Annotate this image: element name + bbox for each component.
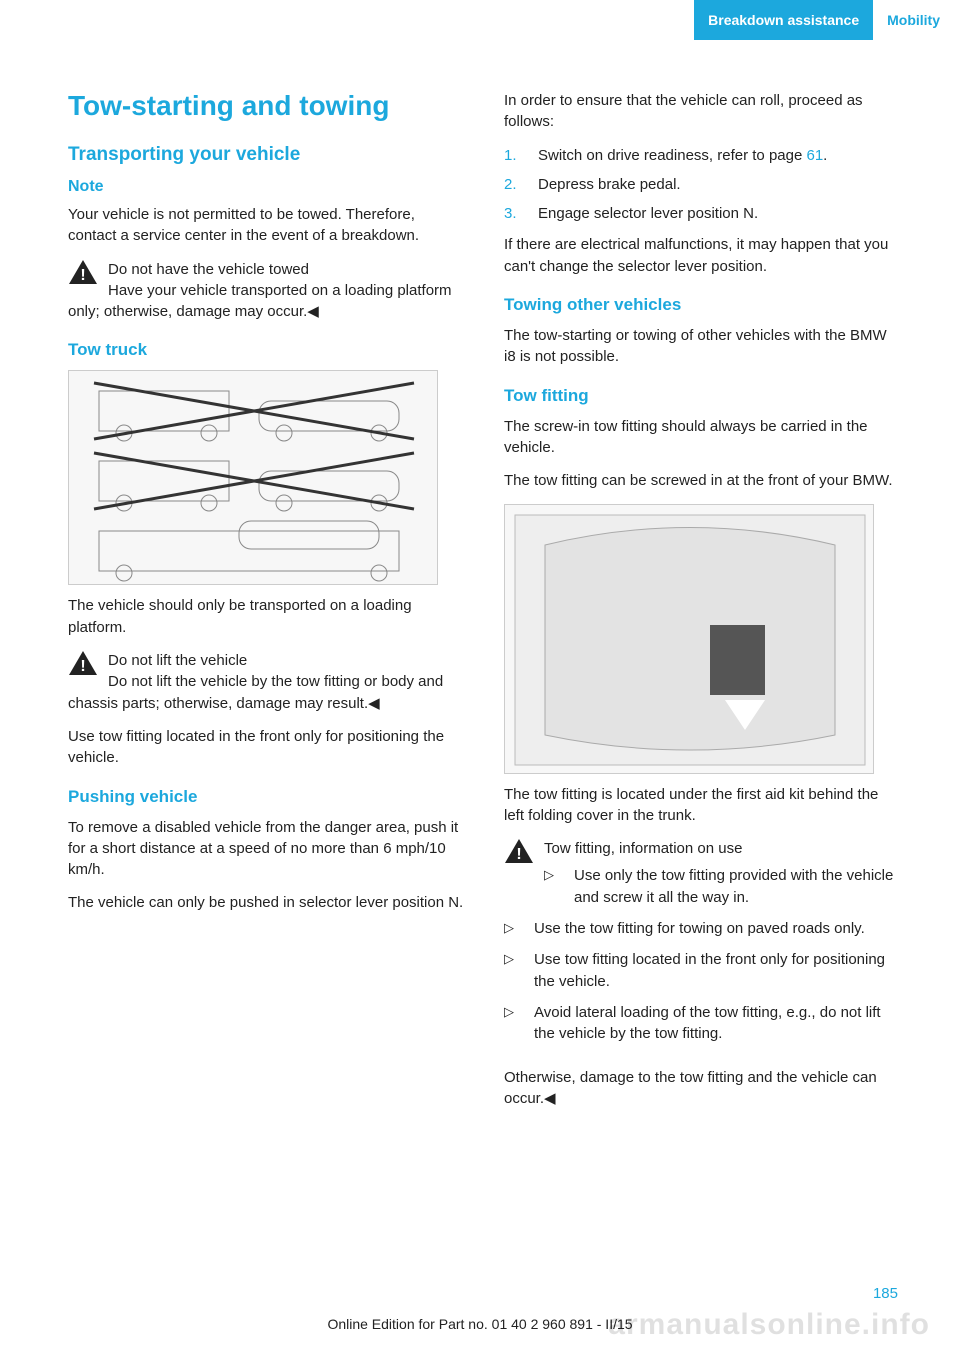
list-item: Use the tow fitting for towing on paved … [504, 918, 900, 939]
tow-fitting-illustration [504, 504, 874, 774]
tow-fitting-front-note: Use tow fitting located in the front onl… [68, 726, 464, 769]
svg-text:!: ! [516, 846, 521, 863]
heading-tow-fitting: Tow fitting [504, 386, 900, 406]
svg-text:!: ! [80, 658, 85, 675]
heading-pushing: Pushing vehicle [68, 787, 464, 807]
pushing-p1: To remove a disabled vehicle from the da… [68, 817, 464, 881]
list-item: Use tow fitting located in the front onl… [504, 949, 900, 992]
right-column: In order to ensure that the vehicle can … [504, 90, 900, 1121]
list-item: 1. Switch on drive readiness, refer to pa… [504, 145, 900, 166]
page-number: 185 [873, 1285, 898, 1302]
list-item: 3. Engage selector lever position N. [504, 203, 900, 224]
header-section: Breakdown assistance [694, 0, 873, 40]
malfunction-note: If there are electrical malfunctions, it… [504, 234, 900, 277]
roll-steps-list: 1. Switch on drive readiness, refer to pa… [504, 145, 900, 225]
warning-title: Do not have the vehicle towed [108, 261, 309, 278]
svg-text:!: ! [80, 267, 85, 284]
page-link[interactable]: 61 [806, 147, 823, 164]
heading-towing-other: Towing other vehicles [504, 295, 900, 315]
page-header: Breakdown assistance Mobility [0, 0, 960, 40]
step-text: Switch on drive readiness, refer to page [538, 147, 806, 164]
warning-icon: ! [504, 838, 534, 864]
tow-fitting-bullet-list: Use only the tow fitting provided with t… [504, 865, 900, 1044]
heading-note: Note [68, 178, 464, 196]
list-item: Use only the tow fitting provided with t… [544, 865, 900, 908]
page-title: Tow-starting and towing [68, 90, 464, 122]
towing-other-body: The tow-starting or towing of other vehi… [504, 325, 900, 368]
note-body: Your vehicle is not permitted to be towe… [68, 204, 464, 247]
heading-transporting: Transporting your vehicle [68, 144, 464, 166]
tow-truck-caption: The vehicle should only be transported o… [68, 595, 464, 638]
tow-fitting-p1: The screw-in tow fitting should always b… [504, 416, 900, 459]
left-column: Tow-starting and towing Transporting you… [68, 90, 464, 1121]
page-body: Tow-starting and towing Transporting you… [0, 40, 960, 1121]
tow-fitting-p2: The tow fitting can be screwed in at the… [504, 470, 900, 491]
step-text: Engage selector lever position N. [538, 205, 758, 222]
list-item: Avoid lateral loading of the tow fitting… [504, 1002, 900, 1045]
footer-text: Online Edition for Part no. 01 40 2 960 … [0, 1316, 960, 1332]
step-text: Depress brake pedal. [538, 176, 681, 193]
step-number: 1. [504, 145, 517, 166]
warning-icon: ! [68, 650, 98, 676]
roll-intro: In order to ensure that the vehicle can … [504, 90, 900, 133]
warning-icon: ! [68, 259, 98, 285]
pushing-p2: The vehicle can only be pushed in select… [68, 892, 464, 913]
tow-fitting-location: The tow fitting is located under the fir… [504, 784, 900, 827]
header-chapter: Mobility [873, 0, 960, 40]
warning-do-not-lift: ! Do not lift the vehicle Do not lift th… [68, 650, 464, 714]
warning-body: Have your vehicle transported on a loadi… [68, 282, 452, 320]
step-text: . [823, 147, 827, 164]
step-number: 3. [504, 203, 517, 224]
warning-title: Do not lift the vehicle [108, 652, 247, 669]
step-number: 2. [504, 174, 517, 195]
tow-truck-illustration [68, 370, 438, 585]
heading-tow-truck: Tow truck [68, 340, 464, 360]
warning-tow-fitting-info: ! Tow fitting, information on use Use on… [504, 838, 900, 1054]
warning-do-not-tow: ! Do not have the vehicle towed Have you… [68, 259, 464, 323]
warning-title: Tow fitting, information on use [504, 838, 900, 859]
warning-body: Do not lift the vehicle by the tow fitti… [68, 673, 443, 711]
list-item: 2. Depress brake pedal. [504, 174, 900, 195]
otherwise-note: Otherwise, damage to the tow fitting and… [504, 1067, 900, 1110]
